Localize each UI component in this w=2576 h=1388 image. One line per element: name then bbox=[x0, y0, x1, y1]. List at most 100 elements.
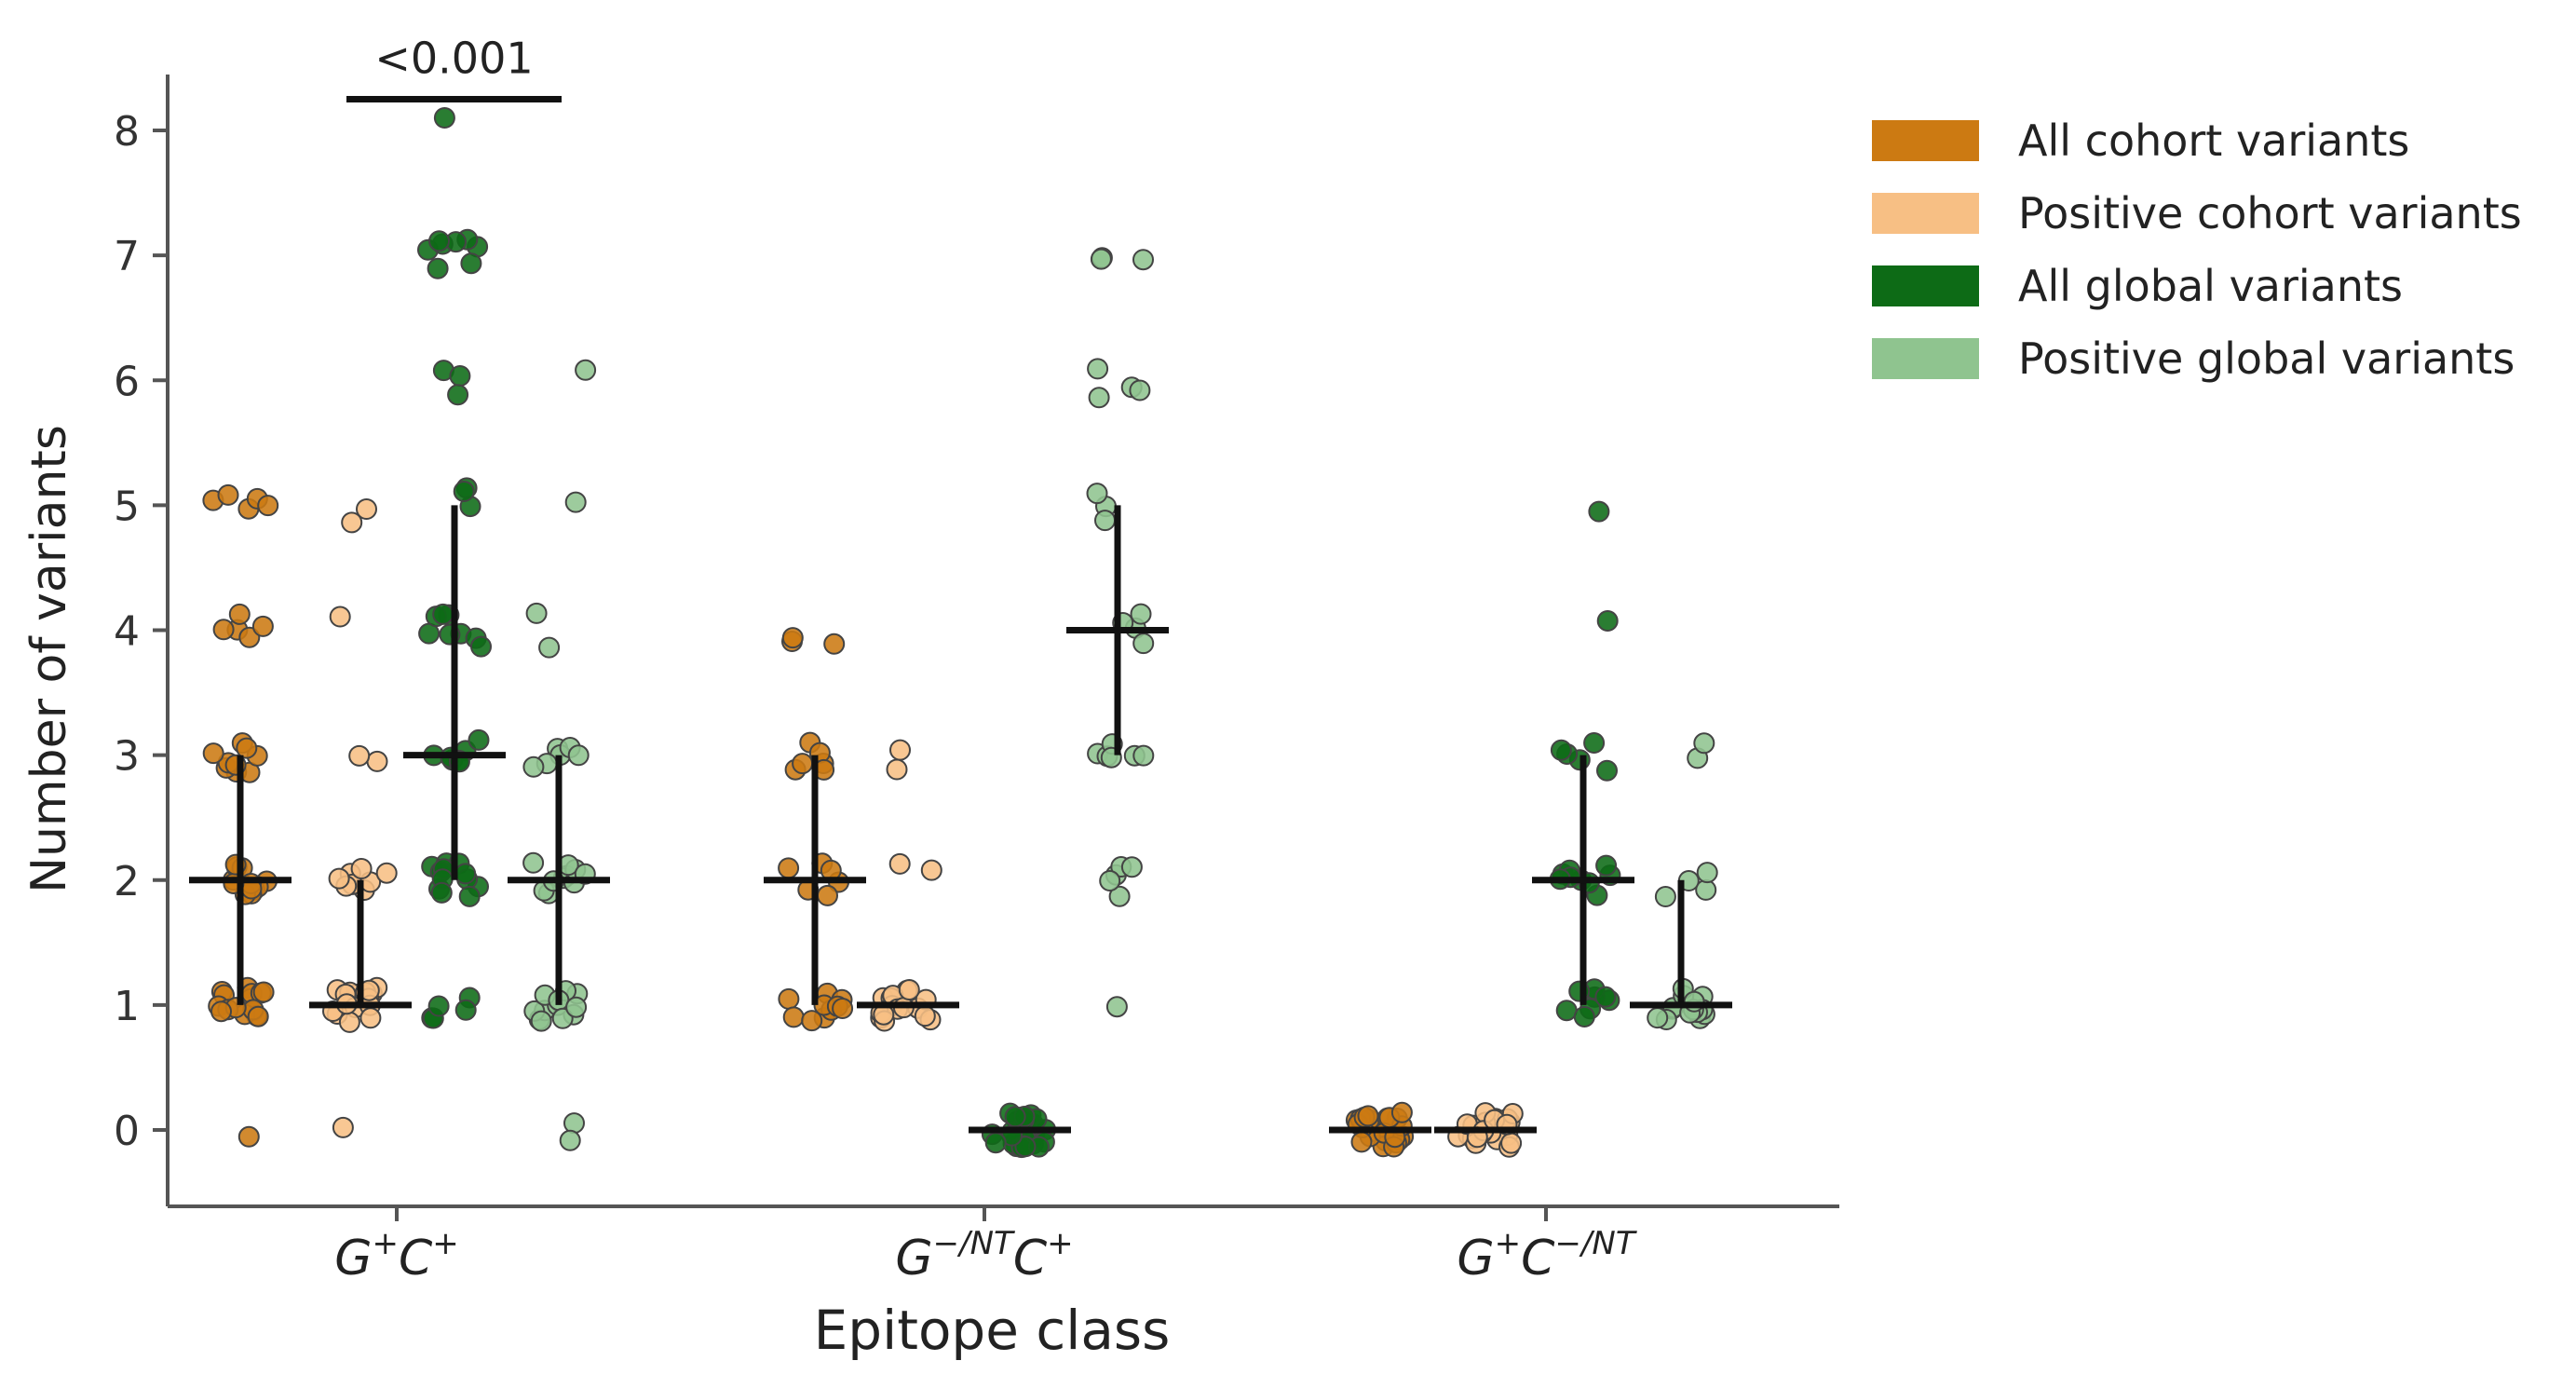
data-point bbox=[1357, 1105, 1379, 1127]
data-point bbox=[522, 851, 545, 874]
data-point bbox=[792, 753, 814, 775]
data-point bbox=[427, 257, 449, 279]
median-iqr-bars bbox=[189, 505, 1732, 1134]
data-point bbox=[920, 859, 942, 881]
data-point bbox=[210, 1000, 232, 1023]
data-point bbox=[1087, 358, 1109, 380]
data-points bbox=[202, 107, 1718, 1159]
legend-item: All global variants bbox=[1872, 250, 2522, 322]
data-point bbox=[202, 742, 224, 765]
data-point bbox=[458, 885, 481, 907]
data-point bbox=[1099, 870, 1121, 891]
legend-item: Positive global variants bbox=[1872, 322, 2522, 395]
data-point bbox=[328, 867, 350, 890]
significance-label: <0.001 bbox=[374, 33, 533, 83]
legend: All cohort variants Positive cohort varia… bbox=[1872, 104, 2522, 395]
x-tick-label: G−/NTC+ bbox=[895, 1225, 1073, 1286]
data-point bbox=[801, 1010, 823, 1032]
data-point bbox=[470, 635, 492, 658]
y-tick-label: 4 bbox=[114, 608, 140, 656]
data-point bbox=[1583, 732, 1606, 754]
data-point bbox=[1595, 854, 1618, 877]
data-point bbox=[817, 884, 838, 906]
legend-item: All cohort variants bbox=[1872, 104, 2522, 177]
data-point bbox=[525, 602, 548, 624]
legend-label: All cohort variants bbox=[2018, 116, 2410, 166]
data-point bbox=[575, 359, 597, 381]
data-point bbox=[1120, 856, 1143, 878]
y-tick-label: 0 bbox=[114, 1108, 140, 1155]
data-point bbox=[332, 1116, 354, 1138]
data-point bbox=[1105, 996, 1128, 1018]
legend-swatch bbox=[1872, 265, 1979, 306]
data-point bbox=[778, 857, 800, 879]
data-point bbox=[453, 481, 475, 502]
data-point bbox=[567, 744, 590, 767]
y-axis-label: Number of variants bbox=[21, 425, 77, 893]
y-tick-label: 1 bbox=[114, 983, 140, 1030]
annotations: <0.001 bbox=[346, 33, 562, 102]
data-point bbox=[1693, 732, 1715, 755]
data-point bbox=[454, 999, 477, 1021]
data-point bbox=[1654, 886, 1676, 907]
data-point bbox=[1090, 248, 1112, 270]
data-point bbox=[217, 483, 239, 506]
data-point bbox=[1004, 1106, 1026, 1128]
data-point bbox=[237, 1125, 260, 1148]
legend-swatch bbox=[1872, 193, 1979, 234]
data-point bbox=[1129, 379, 1151, 401]
y-tick-label: 8 bbox=[114, 108, 140, 156]
data-point bbox=[454, 863, 477, 885]
data-point bbox=[1588, 500, 1610, 523]
data-point bbox=[563, 1112, 585, 1135]
x-tick-label: G+C−/NT bbox=[1457, 1225, 1636, 1286]
data-point bbox=[782, 1006, 805, 1028]
y-tick-label: 6 bbox=[114, 358, 140, 405]
data-point bbox=[914, 1005, 936, 1027]
data-point bbox=[228, 603, 251, 625]
x-tick-label: G+C+ bbox=[334, 1225, 459, 1286]
data-point bbox=[1132, 633, 1155, 655]
data-point bbox=[430, 881, 453, 904]
y-tick-label: 2 bbox=[114, 858, 140, 905]
data-point bbox=[1088, 387, 1110, 409]
data-point bbox=[823, 633, 846, 655]
data-point bbox=[212, 619, 235, 641]
data-point bbox=[1086, 483, 1108, 505]
data-point bbox=[522, 755, 545, 778]
data-point bbox=[1130, 603, 1152, 625]
data-point bbox=[1594, 986, 1617, 1008]
data-point bbox=[338, 1011, 360, 1033]
data-point bbox=[460, 252, 482, 275]
data-point bbox=[257, 495, 279, 517]
data-point bbox=[538, 636, 561, 659]
y-ticks: 0 1 2 3 4 5 6 7 8 bbox=[114, 108, 168, 1155]
data-point bbox=[781, 627, 804, 649]
y-tick-label: 3 bbox=[114, 733, 140, 781]
data-point bbox=[329, 606, 351, 628]
legend-item: Positive cohort variants bbox=[1872, 177, 2522, 250]
data-point bbox=[1596, 610, 1619, 632]
data-point bbox=[886, 758, 908, 781]
data-point bbox=[1350, 1131, 1373, 1153]
data-point bbox=[341, 511, 363, 534]
data-point bbox=[559, 1129, 581, 1151]
data-point bbox=[1573, 1006, 1595, 1027]
data-point bbox=[1555, 1000, 1578, 1022]
data-point bbox=[427, 995, 450, 1017]
data-point bbox=[984, 1132, 1007, 1154]
data-point bbox=[1390, 1101, 1413, 1123]
data-point bbox=[350, 858, 373, 879]
data-point bbox=[447, 384, 469, 406]
data-point bbox=[356, 498, 377, 520]
data-point bbox=[1108, 885, 1131, 907]
y-tick-label: 5 bbox=[114, 483, 140, 530]
data-point bbox=[375, 862, 398, 884]
data-point bbox=[1647, 1007, 1669, 1029]
data-point bbox=[247, 1005, 269, 1027]
y-tick-label: 7 bbox=[114, 233, 140, 280]
data-point bbox=[889, 739, 911, 761]
data-point bbox=[778, 987, 800, 1010]
legend-label: Positive cohort variants bbox=[2018, 188, 2522, 238]
